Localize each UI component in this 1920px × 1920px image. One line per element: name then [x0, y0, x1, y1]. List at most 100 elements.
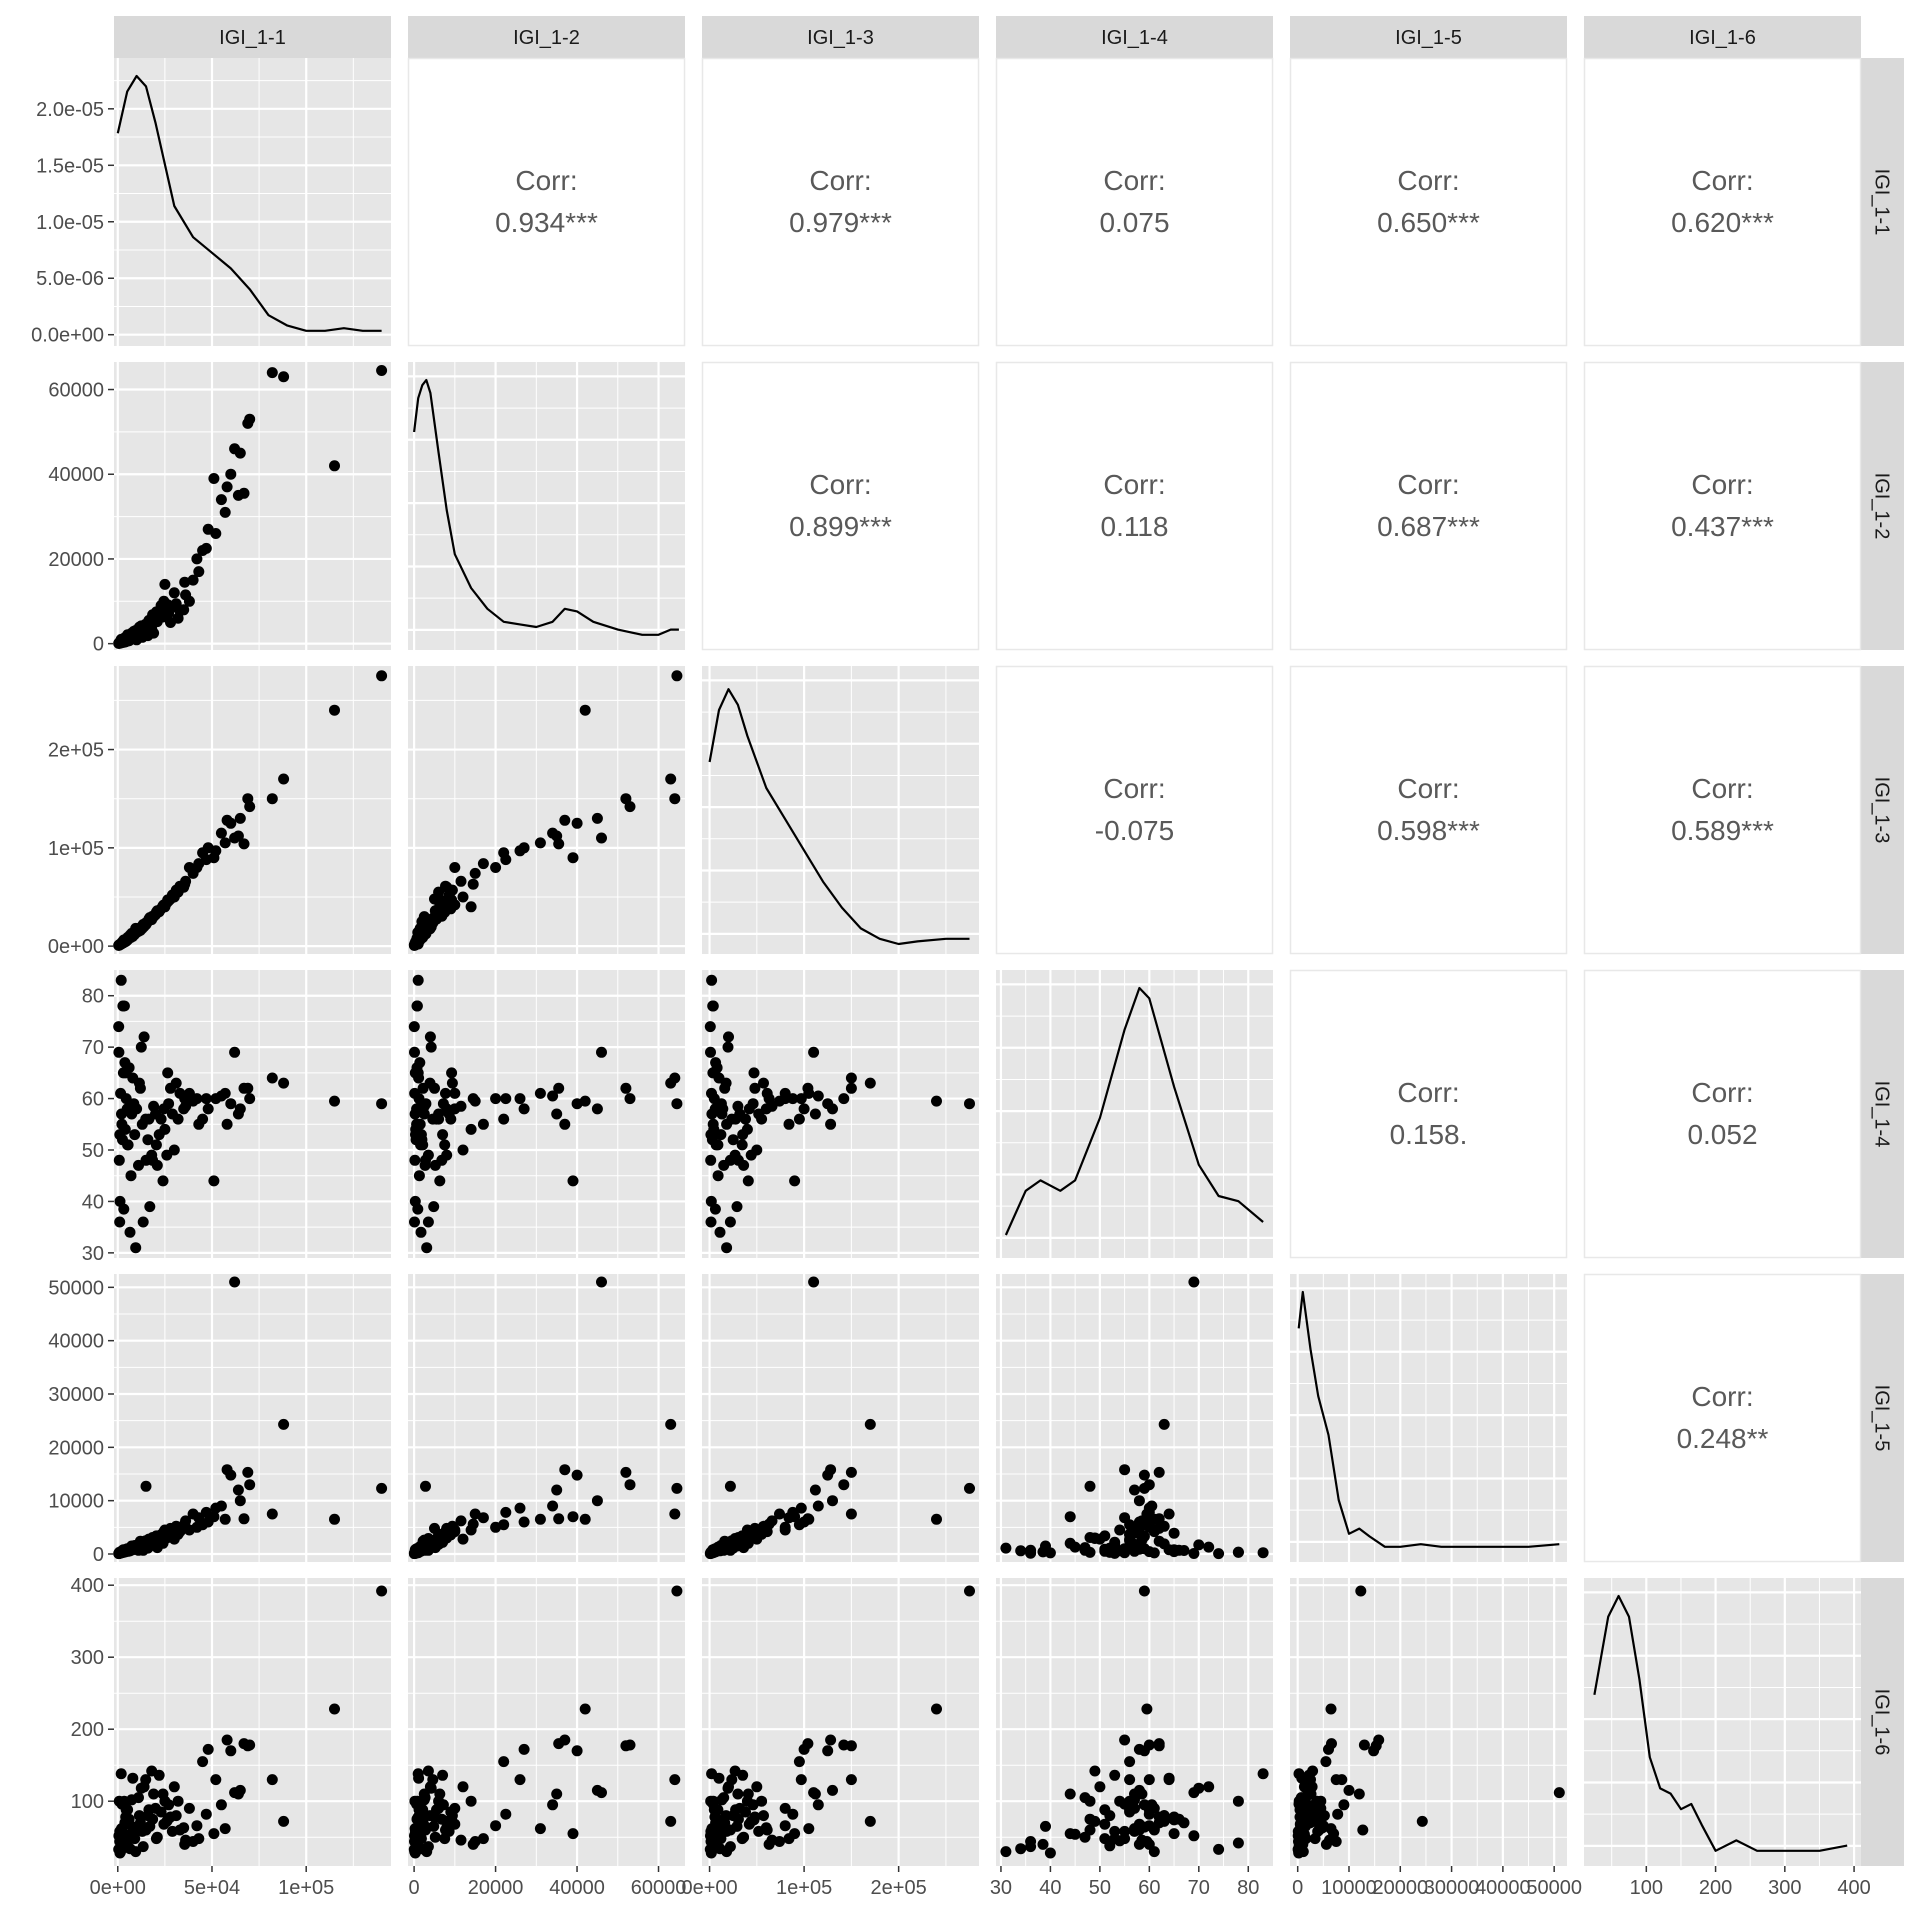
scatter-point — [266, 1072, 278, 1084]
scatter-point — [1084, 1480, 1096, 1492]
y-tick-label: 0e+00 — [48, 936, 104, 958]
scatter-point — [1213, 1548, 1225, 1560]
x-tick-label: 50000 — [1526, 1877, 1582, 1899]
scatter-point — [376, 670, 388, 682]
scatter-point — [1133, 1743, 1145, 1755]
scatter-point — [845, 1466, 857, 1478]
scatter-point — [1143, 1774, 1155, 1786]
scatter-point — [162, 1067, 174, 1079]
scatter-point — [457, 1144, 469, 1156]
scatter-point — [748, 1814, 760, 1826]
y-tick-label: 20000 — [48, 549, 104, 571]
scatter-point — [620, 1466, 632, 1478]
correlation-panel — [995, 57, 1274, 347]
scatter-point — [724, 1841, 736, 1853]
scatter-point — [166, 1108, 178, 1120]
y-tick-label: 40000 — [48, 1331, 104, 1353]
scatter-point — [412, 1768, 424, 1780]
correlation-panel — [1583, 361, 1862, 651]
y-tick-label: 60000 — [48, 380, 104, 402]
scatter-point — [706, 1087, 717, 1099]
scatter-point — [1064, 1788, 1076, 1800]
scatter-point — [200, 1506, 212, 1518]
scatter-point — [553, 1082, 565, 1094]
scatter-point — [809, 1108, 821, 1120]
row-strip-label: IGI_1-1 — [1871, 169, 1893, 236]
scatter-point — [1025, 1841, 1037, 1853]
scatter-point — [669, 1508, 681, 1520]
scatter-point — [329, 704, 340, 716]
scatter-point — [157, 1175, 169, 1187]
scatter-point — [113, 1154, 125, 1166]
scatter-point — [124, 1226, 136, 1238]
scatter-point — [714, 1226, 726, 1238]
scatter-point — [547, 1799, 559, 1811]
scatter-point — [431, 913, 442, 925]
scatter-point — [221, 481, 233, 493]
y-tick-label: 70 — [82, 1037, 104, 1059]
scatter-point — [437, 1129, 449, 1141]
scatter-point — [232, 1108, 244, 1120]
scatter-point — [457, 1781, 469, 1793]
correlation-panel — [1583, 665, 1862, 955]
y-tick-label: 1.5e-05 — [36, 155, 104, 177]
scatter-point — [596, 1787, 607, 1799]
scatter-point — [162, 599, 174, 611]
scatter-point — [726, 1774, 738, 1786]
x-tick-label: 400 — [1837, 1877, 1870, 1899]
scatter-point — [225, 1745, 237, 1757]
scatter-point — [514, 1774, 526, 1786]
scatter-point — [795, 1502, 807, 1514]
scatter-point — [137, 1216, 149, 1228]
x-tick-label: 40000 — [1475, 1877, 1531, 1899]
scatter-point — [779, 1524, 791, 1536]
scatter-point — [1119, 1512, 1131, 1524]
correlation-value: 0.437*** — [1671, 511, 1774, 542]
scatter-point — [931, 1095, 942, 1107]
x-tick-label: 40000 — [549, 1877, 605, 1899]
scatter-point — [795, 1774, 807, 1786]
scatter-point — [624, 1739, 636, 1751]
scatter-point — [329, 460, 340, 472]
scatter-point — [431, 1804, 442, 1816]
scatter-points — [113, 365, 388, 649]
scatter-point — [143, 614, 155, 626]
scatter-point — [751, 1781, 763, 1793]
scatter-point — [1168, 1828, 1180, 1840]
correlation-panel — [1583, 969, 1862, 1259]
y-tick-label: 50000 — [48, 1277, 104, 1299]
scatter-point — [412, 974, 424, 986]
scatter-point — [210, 1502, 222, 1514]
correlation-value: 0.598*** — [1377, 815, 1480, 846]
x-tick-label: 20000 — [1372, 1877, 1428, 1899]
correlation-panel — [1289, 361, 1568, 651]
scatter-point — [1336, 1774, 1348, 1786]
scatter-points — [113, 670, 388, 951]
scatter-point — [191, 553, 203, 565]
scatter-point — [748, 1527, 760, 1539]
scatter-point — [787, 1808, 799, 1820]
scatter-point — [732, 1154, 744, 1166]
scatter-point — [120, 1811, 132, 1823]
scatter-point — [431, 1113, 442, 1125]
scatter-point — [579, 704, 591, 716]
panel-grid — [408, 666, 685, 954]
scatter-point — [162, 1527, 174, 1539]
scatter-point — [278, 773, 290, 785]
scatter-point — [150, 606, 162, 618]
scatter-point — [665, 1418, 677, 1430]
correlation-panel — [1583, 57, 1862, 347]
correlation-value: 0.899*** — [789, 511, 892, 542]
scatter-point — [551, 1484, 563, 1496]
scatter-point — [1079, 1542, 1091, 1554]
scatter-point — [729, 1765, 741, 1777]
panel-grid — [702, 1274, 979, 1562]
panel-grid — [114, 58, 391, 346]
scatter-point — [730, 1804, 742, 1816]
scatter-point — [1232, 1795, 1244, 1807]
scatter-point — [162, 1814, 174, 1826]
scatter-point — [238, 838, 250, 850]
scatter-point — [411, 1118, 423, 1130]
scatter-point — [440, 1824, 451, 1836]
scatter-point — [787, 1506, 799, 1518]
